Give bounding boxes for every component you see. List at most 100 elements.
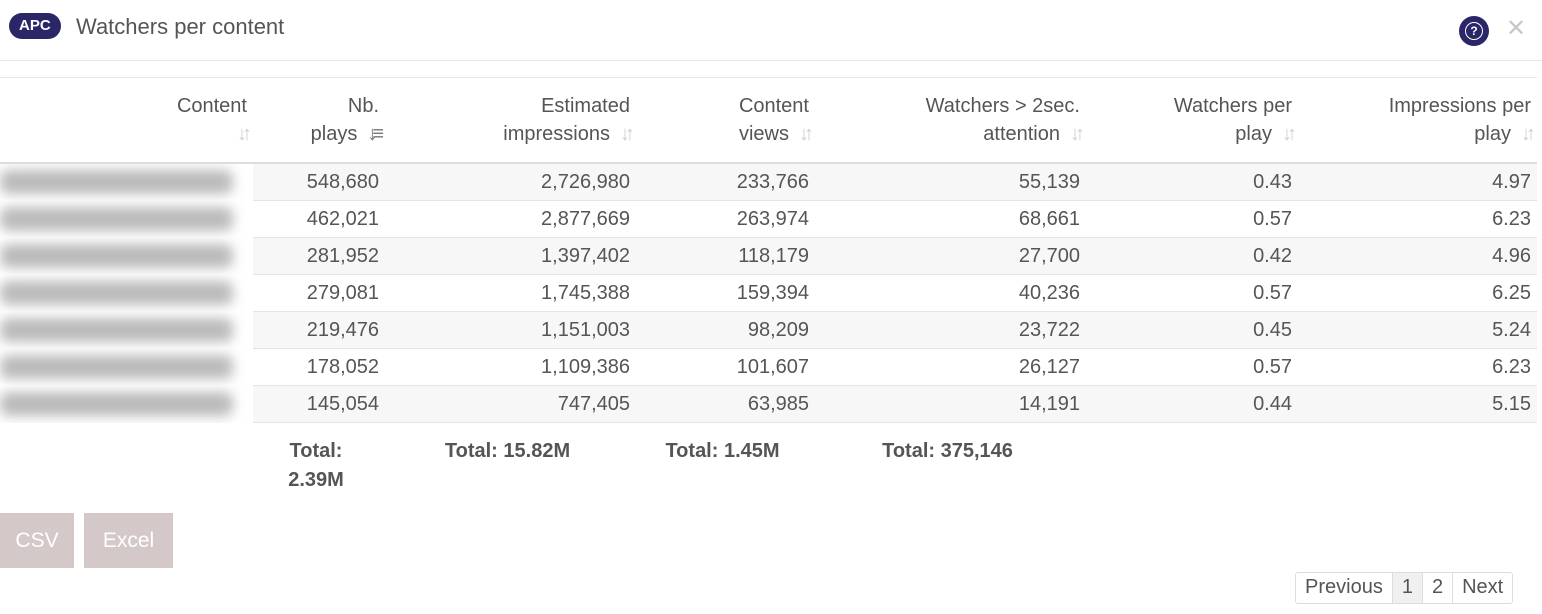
totals-empty-1 bbox=[1086, 422, 1298, 513]
table-cell: 0.57 bbox=[1086, 274, 1298, 312]
redacted-blur bbox=[0, 391, 233, 416]
column-header-3[interactable]: Content views ↓↑ bbox=[636, 78, 815, 164]
sort-icon[interactable]: ↓↑ bbox=[799, 123, 814, 145]
data-table-container: Content ↓↑ Nb. plays ↓≡ Estimated impressions ↓… bbox=[0, 77, 1537, 513]
content-name-cell-redacted bbox=[0, 274, 253, 312]
data-table: Content ↓↑ Nb. plays ↓≡ Estimated impressions ↓… bbox=[0, 78, 1537, 513]
sort-icon[interactable]: ↓↑ bbox=[1282, 123, 1297, 145]
total-plays-label: Total: bbox=[289, 440, 343, 462]
table-cell: 2,726,980 bbox=[385, 163, 636, 201]
column-header-4[interactable]: Watchers > 2sec. attention ↓↑ bbox=[815, 78, 1086, 164]
content-name-cell-redacted bbox=[0, 311, 253, 349]
column-header-label: Watchers per bbox=[1173, 95, 1292, 117]
table-row: 279,081 1,745,388 159,394 40,236 0.57 6.25 bbox=[0, 274, 1537, 312]
table-cell: 5.24 bbox=[1298, 311, 1537, 349]
close-icon[interactable]: ✕ bbox=[1506, 15, 1527, 42]
sort-icon[interactable]: ↓≡ bbox=[367, 123, 384, 145]
help-button[interactable]: ? bbox=[1459, 16, 1489, 46]
table-cell: 63,985 bbox=[636, 385, 815, 423]
column-header-2[interactable]: Estimated impressions ↓↑ bbox=[385, 78, 636, 164]
sort-icon[interactable]: ↓↑ bbox=[237, 123, 252, 145]
totals-empty-2 bbox=[1298, 422, 1537, 513]
table-cell: 6.25 bbox=[1298, 274, 1537, 312]
column-header-label: Nb. bbox=[347, 95, 379, 117]
table-cell: 462,021 bbox=[253, 200, 385, 238]
table-cell: 0.57 bbox=[1086, 348, 1298, 386]
table-cell: 0.42 bbox=[1086, 237, 1298, 275]
content-name-cell-redacted bbox=[0, 200, 253, 238]
total-plays: Total: 2.39M bbox=[253, 422, 385, 513]
totals-row: Total: 2.39M Total: 15.82M Total: 1.45M … bbox=[0, 422, 1537, 513]
page-2-button[interactable]: 2 bbox=[1423, 573, 1454, 603]
column-header-sublabel: play bbox=[1235, 123, 1272, 145]
column-header-label-line2: views ↓↑ bbox=[636, 120, 814, 148]
redacted-blur bbox=[0, 206, 233, 231]
table-body: 548,680 2,726,980 233,766 55,139 0.43 4.97 462… bbox=[0, 163, 1537, 423]
table-cell: 1,397,402 bbox=[385, 237, 636, 275]
column-header-0[interactable]: Content ↓↑ bbox=[0, 78, 253, 164]
content-name-cell-redacted bbox=[0, 348, 253, 386]
table-cell: 0.45 bbox=[1086, 311, 1298, 349]
column-header-sublabel: attention bbox=[983, 123, 1060, 145]
dialog-header: APC Watchers per content ? ✕ bbox=[0, 0, 1542, 61]
sort-icon[interactable]: ↓↑ bbox=[1070, 123, 1085, 145]
total-watchers: Total: 375,146 bbox=[815, 422, 1086, 513]
table-cell: 178,052 bbox=[253, 348, 385, 386]
column-header-label-line2: play ↓↑ bbox=[1298, 120, 1536, 148]
table-cell: 26,127 bbox=[815, 348, 1086, 386]
column-header-6[interactable]: Impressions per play ↓↑ bbox=[1298, 78, 1537, 164]
table-cell: 159,394 bbox=[636, 274, 815, 312]
previous-button[interactable]: Previous bbox=[1296, 573, 1393, 603]
help-circle-icon: ? bbox=[1465, 22, 1483, 40]
column-header-sublabel: impressions bbox=[503, 123, 610, 145]
column-header-label-line2: plays ↓≡ bbox=[253, 120, 384, 148]
table-cell: 548,680 bbox=[253, 163, 385, 201]
table-cell: 68,661 bbox=[815, 200, 1086, 238]
csv-button[interactable]: CSV bbox=[0, 513, 74, 568]
table-cell: 40,236 bbox=[815, 274, 1086, 312]
table-cell: 0.44 bbox=[1086, 385, 1298, 423]
column-header-1[interactable]: Nb. plays ↓≡ bbox=[253, 78, 385, 164]
table-cell: 233,766 bbox=[636, 163, 815, 201]
table-cell: 279,081 bbox=[253, 274, 385, 312]
table-cell: 2,877,669 bbox=[385, 200, 636, 238]
table-cell: 98,209 bbox=[636, 311, 815, 349]
sort-icon[interactable]: ↓↑ bbox=[620, 123, 635, 145]
next-button[interactable]: Next bbox=[1462, 576, 1504, 598]
column-header-label: Content bbox=[176, 95, 247, 117]
table-cell: 4.97 bbox=[1298, 163, 1537, 201]
table-cell: 14,191 bbox=[815, 385, 1086, 423]
totals-spacer bbox=[0, 422, 253, 513]
table-row: 178,052 1,109,386 101,607 26,127 0.57 6.23 bbox=[0, 348, 1537, 386]
dialog-title: Watchers per content bbox=[76, 14, 285, 39]
column-header-label: Watchers > 2sec. bbox=[925, 95, 1080, 117]
column-header-label-line2: play ↓↑ bbox=[1086, 120, 1297, 148]
app-badge: APC bbox=[9, 13, 61, 39]
table-cell: 0.57 bbox=[1086, 200, 1298, 238]
table-cell: 5.15 bbox=[1298, 385, 1537, 423]
total-plays-value: 2.39M bbox=[288, 469, 344, 491]
table-row: 281,952 1,397,402 118,179 27,700 0.42 4.96 bbox=[0, 237, 1537, 275]
table-row: 548,680 2,726,980 233,766 55,139 0.43 4.97 bbox=[0, 163, 1537, 201]
redacted-blur bbox=[0, 354, 233, 379]
table-cell: 263,974 bbox=[636, 200, 815, 238]
redacted-blur bbox=[0, 317, 233, 342]
sort-icon[interactable]: ↓↑ bbox=[1521, 123, 1536, 145]
total-views: Total: 1.45M bbox=[636, 422, 815, 513]
column-header-sublabel: views bbox=[738, 123, 789, 145]
column-header-label: Content bbox=[738, 95, 809, 117]
table-row: 462,021 2,877,669 263,974 68,661 0.57 6.23 bbox=[0, 200, 1537, 238]
excel-button[interactable]: Excel bbox=[84, 513, 173, 568]
table-cell: 1,109,386 bbox=[385, 348, 636, 386]
column-header-5[interactable]: Watchers per play ↓↑ bbox=[1086, 78, 1298, 164]
table-cell: 747,405 bbox=[385, 385, 636, 423]
pagination: Previous 1 2 Next bbox=[1295, 572, 1514, 604]
table-cell: 101,607 bbox=[636, 348, 815, 386]
page-1-button[interactable]: 1 bbox=[1392, 573, 1423, 603]
table-cell: 55,139 bbox=[815, 163, 1086, 201]
table-cell: 281,952 bbox=[253, 237, 385, 275]
redacted-blur bbox=[0, 170, 233, 194]
table-cell: 6.23 bbox=[1298, 200, 1537, 238]
column-header-label: Impressions per bbox=[1388, 95, 1531, 117]
table-cell: 27,700 bbox=[815, 237, 1086, 275]
